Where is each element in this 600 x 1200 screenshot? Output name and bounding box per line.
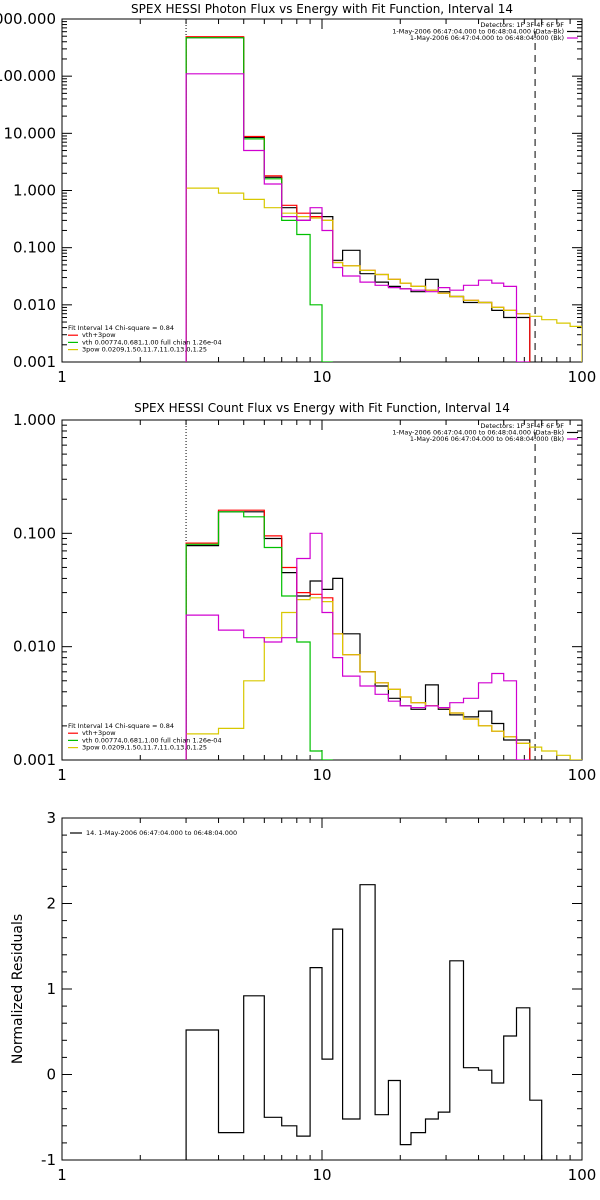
residual-legend: 14. 1-May-2006 06:47:04.000 to 06:48:04.… (86, 829, 237, 837)
series-trace-1 (185, 37, 531, 362)
header-line-1: Detectors: 1F 3F 4F 6F 9F (480, 422, 564, 430)
header-line-3: 1-May-2006 06:47:04.000 to 06:48:04.000 … (410, 435, 564, 443)
header-line-2: 1-May-2006 06:47:04.000 to 06:48:04.000 … (392, 28, 564, 36)
series-trace-4 (185, 187, 582, 362)
series-trace-5 (185, 73, 530, 362)
y-tick-label: 3 (46, 809, 56, 827)
y-tick-label: 0 (46, 1066, 56, 1084)
y-axis-label: Normalized Residuals (10, 914, 26, 1064)
y-tick-label: 0.001 (13, 353, 56, 371)
y-tick-label: 0.001 (13, 751, 56, 769)
y-tick-label: 1.000 (13, 411, 56, 429)
y-tick-label: 2 (46, 895, 56, 913)
fit-label-3: vth 0.00774,0.681,1.00 full chian 1.26e-… (82, 338, 222, 346)
series-trace-4 (185, 597, 582, 760)
series-trace-5 (185, 532, 530, 760)
y-tick-label: 1.000 (13, 182, 56, 200)
chart-panel-1: SPEX HESSI Photon Flux vs Energy with Fi… (0, 2, 596, 386)
chart-title: SPEX HESSI Count Flux vs Energy with Fit… (134, 401, 510, 415)
x-tick-label: 100 (568, 766, 597, 784)
series-trace-1 (185, 884, 543, 1160)
chart-title: SPEX HESSI Photon Flux vs Energy with Fi… (131, 2, 513, 16)
chart-panel-3: 1 10 100 -1 0 1 2 3 Normalized Residuals 14. 1-Ma… (10, 809, 596, 1184)
y-tick-label: 0.010 (13, 638, 56, 656)
fit-label-3: vth 0.00774,0.681,1.00 full chian 1.26e-… (82, 736, 222, 744)
x-tick-label: 1 (57, 1166, 67, 1184)
series-trace-2 (185, 36, 531, 362)
y-tick-label: 100.000 (0, 67, 56, 85)
chart-panel-2: SPEX HESSI Count Flux vs Energy with Fit… (13, 401, 596, 784)
header-line-2: 1-May-2006 06:47:04.000 to 06:48:04.000 … (392, 429, 564, 437)
y-tick-label: 0.100 (13, 524, 56, 542)
fit-label-1: Fit Interval 14 Chi-square = 0.84 (68, 722, 174, 730)
y-tick-label: 1 (46, 980, 56, 998)
header-line-3: 1-May-2006 06:47:04.000 to 06:48:04.000 … (410, 34, 564, 42)
x-tick-label: 10 (312, 766, 331, 784)
fit-label-2: vth+3pow (82, 331, 116, 339)
x-tick-label: 100 (568, 368, 597, 386)
x-tick-label: 100 (568, 1166, 597, 1184)
fit-label-4: 3pow 0.0209,1.50,11.7,11.0,13.0,1.25 (82, 346, 207, 354)
x-tick-label: 10 (312, 368, 331, 386)
x-tick-label: 1 (57, 766, 67, 784)
fit-label-4: 3pow 0.0209,1.50,11.7,11.0,13.0,1.25 (82, 744, 207, 752)
x-tick-label: 10 (312, 1166, 331, 1184)
header-line-1: Detectors: 1F 3F 4F 6F 9F (480, 21, 564, 29)
fit-label-1: Fit Interval 14 Chi-square = 0.84 (68, 324, 174, 332)
x-tick-label: 1 (57, 368, 67, 386)
y-tick-label: 0.010 (13, 296, 56, 314)
y-tick-label: 0.100 (13, 239, 56, 257)
fit-label-2: vth+3pow (82, 729, 116, 737)
series-trace-3 (185, 511, 333, 760)
y-tick-label: 10.000 (4, 124, 57, 142)
y-tick-label: -1 (41, 1151, 56, 1169)
